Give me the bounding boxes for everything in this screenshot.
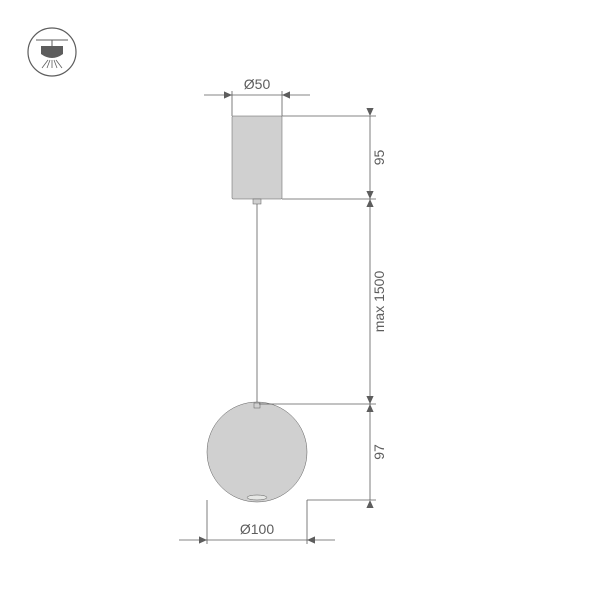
dim-sphere-height: 97 xyxy=(371,444,387,460)
luminaire xyxy=(207,116,307,502)
dim-bottom-diameter: Ø100 xyxy=(240,521,274,537)
dim-top-diameter: Ø50 xyxy=(244,76,271,92)
technical-drawing: Ø50 Ø100 95 max 1500 97 xyxy=(0,0,600,600)
dim-cable-length: max 1500 xyxy=(371,271,387,333)
mount-type-icon xyxy=(28,28,76,76)
dim-can-height: 95 xyxy=(371,150,387,166)
